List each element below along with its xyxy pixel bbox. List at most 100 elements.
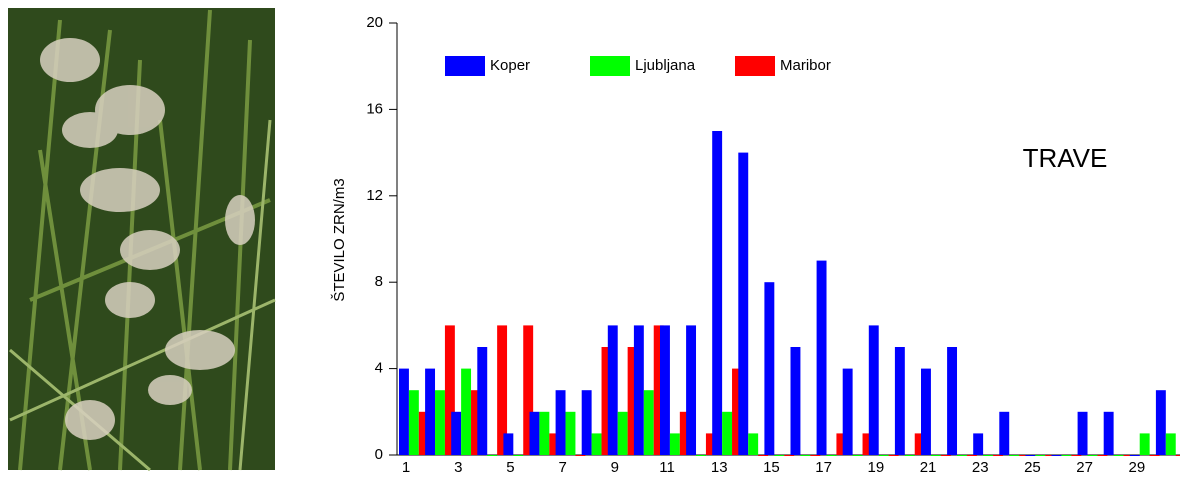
bar bbox=[894, 347, 905, 455]
bar bbox=[643, 390, 654, 455]
bar bbox=[1149, 455, 1160, 456]
bar bbox=[868, 325, 879, 455]
x-tick-label: 15 bbox=[763, 459, 780, 474]
x-tick-label: 25 bbox=[1024, 459, 1041, 474]
grass-photo bbox=[8, 8, 276, 472]
x-tick-label: 17 bbox=[815, 459, 832, 474]
bar bbox=[738, 152, 749, 455]
bar bbox=[810, 455, 821, 456]
bar bbox=[758, 455, 769, 456]
bar bbox=[983, 455, 994, 456]
bar bbox=[1077, 411, 1088, 455]
bar bbox=[1025, 455, 1036, 456]
y-axis-label: ŠTEVILO ZRN/m3 bbox=[331, 178, 348, 301]
y-tick-label: 0 bbox=[375, 446, 383, 463]
bar bbox=[1035, 455, 1046, 456]
bar bbox=[497, 325, 508, 455]
x-tick-label: 9 bbox=[611, 459, 619, 474]
y-tick-label: 16 bbox=[366, 100, 383, 117]
bar bbox=[591, 433, 602, 455]
bar bbox=[764, 282, 775, 455]
bar bbox=[816, 260, 827, 455]
bar bbox=[471, 390, 481, 455]
bar bbox=[487, 455, 498, 456]
bar bbox=[1045, 455, 1056, 456]
x-tick-label: 27 bbox=[1076, 459, 1093, 474]
bar bbox=[669, 433, 680, 455]
bar bbox=[451, 411, 462, 455]
bar bbox=[800, 455, 811, 456]
bar bbox=[539, 411, 550, 455]
bar bbox=[435, 390, 445, 455]
x-tick-label: 13 bbox=[711, 459, 728, 474]
bar bbox=[477, 347, 488, 455]
bar bbox=[696, 455, 706, 456]
legend-label: Ljubljana bbox=[635, 57, 696, 74]
bar bbox=[1123, 455, 1134, 456]
bar bbox=[993, 455, 1003, 456]
bar bbox=[732, 368, 742, 455]
bar bbox=[601, 347, 612, 455]
bar bbox=[513, 455, 524, 456]
bar bbox=[790, 347, 801, 455]
bar bbox=[999, 411, 1010, 455]
bar bbox=[888, 455, 899, 456]
bar bbox=[686, 325, 697, 455]
bar bbox=[555, 390, 566, 455]
bar bbox=[1165, 433, 1176, 455]
x-tick-label: 23 bbox=[972, 459, 989, 474]
bar bbox=[660, 325, 670, 455]
bar bbox=[627, 347, 638, 455]
bar bbox=[1071, 455, 1082, 456]
bar bbox=[930, 455, 941, 456]
bar bbox=[748, 433, 759, 455]
bar bbox=[523, 325, 534, 455]
bar bbox=[904, 455, 915, 456]
bar bbox=[1129, 455, 1140, 456]
bar bbox=[1061, 455, 1072, 456]
bar bbox=[529, 411, 540, 455]
bar bbox=[914, 433, 925, 455]
y-tick-label: 20 bbox=[366, 14, 383, 31]
bar bbox=[408, 390, 419, 455]
bar bbox=[973, 433, 984, 455]
bar bbox=[617, 411, 628, 455]
bar bbox=[947, 347, 958, 455]
bar bbox=[1175, 455, 1180, 456]
bar bbox=[549, 433, 560, 455]
legend-swatch bbox=[735, 56, 775, 76]
x-tick-label: 19 bbox=[868, 459, 885, 474]
bar bbox=[679, 411, 690, 455]
bar bbox=[862, 433, 873, 455]
chart-title: TRAVE bbox=[1023, 143, 1108, 173]
bar bbox=[1019, 455, 1030, 456]
y-tick-label: 4 bbox=[375, 360, 383, 377]
bar bbox=[653, 325, 664, 455]
bar bbox=[425, 368, 436, 455]
bar bbox=[1155, 390, 1166, 455]
x-tick-label: 11 bbox=[659, 459, 675, 474]
bar bbox=[921, 368, 931, 455]
bar bbox=[705, 433, 716, 455]
grass-flowers bbox=[40, 38, 255, 440]
bar bbox=[836, 433, 847, 455]
y-tick-label: 8 bbox=[375, 273, 383, 290]
bar bbox=[722, 411, 733, 455]
bar bbox=[852, 455, 863, 456]
bar bbox=[575, 455, 586, 456]
x-tick-label: 5 bbox=[506, 459, 514, 474]
bar bbox=[581, 390, 592, 455]
bar bbox=[940, 455, 951, 456]
bar bbox=[878, 455, 889, 456]
bar bbox=[461, 368, 472, 455]
legend-swatch bbox=[445, 56, 485, 76]
bar bbox=[633, 325, 644, 455]
bar bbox=[1009, 455, 1020, 456]
bar bbox=[1139, 433, 1150, 455]
bar bbox=[444, 325, 455, 455]
legend-label: Koper bbox=[490, 57, 530, 74]
bar bbox=[607, 325, 618, 455]
bar bbox=[784, 455, 795, 456]
